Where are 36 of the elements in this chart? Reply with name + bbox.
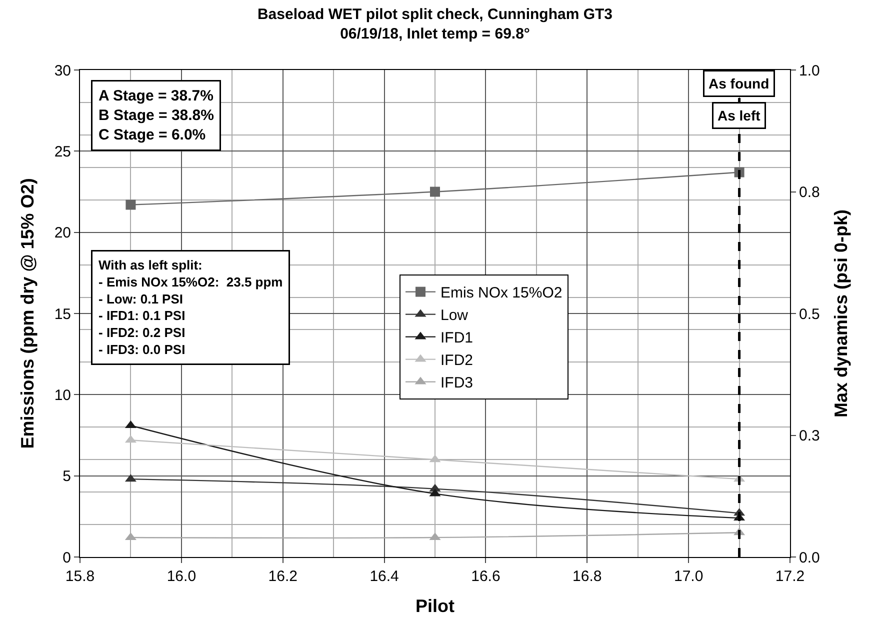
legend-label: IFD3 <box>440 374 474 392</box>
annotation: With as left split: - Emis NOx 15%O2: 23.5 ppm - Low: 0.1 PSI - IFD1: 0.1 PSI - IFD2: 0.2 PSI - IFD3: 0.0 PSI <box>98 258 283 357</box>
y-axis-title: Emissions (ppm dry @ 15% O2) <box>18 178 38 449</box>
y2-axis-title: Max dynamics (psi 0-pk) <box>830 209 851 418</box>
y2-tick-label: 0.0 <box>799 549 820 566</box>
x-tick-label: 15.8 <box>65 568 95 585</box>
y-tick-label: 5 <box>62 468 71 486</box>
chart-title: Baseload WET pilot split check, Cunningham GT3 <box>257 6 613 23</box>
x-axis-title: Pilot <box>416 596 455 616</box>
annotation: As left <box>718 108 761 124</box>
y-tick-label: 20 <box>54 224 71 242</box>
x-tick-label: 16.2 <box>268 568 298 585</box>
chart-subtitle: 06/19/18, Inlet temp = 69.8° <box>340 25 530 42</box>
y2-tick-label: 0.5 <box>799 306 820 323</box>
point <box>126 200 136 210</box>
x-tick-label: 16.8 <box>572 568 602 585</box>
y2-tick-label: 1.0 <box>799 62 820 80</box>
y2-tick-label: 0.8 <box>799 184 820 201</box>
legend-label: Emis NOx 15%O2 <box>440 284 562 302</box>
legend-label: Low <box>440 307 468 324</box>
y-tick-label: 15 <box>54 306 71 323</box>
point <box>430 186 440 197</box>
x-tick-label: 16.6 <box>471 568 500 585</box>
y-tick-label: 0 <box>62 549 71 566</box>
y2-tick-label: 0.3 <box>799 428 820 444</box>
x-tick-label: 17.2 <box>775 568 805 585</box>
y-tick-label: 25 <box>54 143 71 160</box>
legend-label: IFD2 <box>440 352 474 370</box>
ref-line-label: As found <box>708 76 770 92</box>
x-tick-label: 16.4 <box>370 568 399 585</box>
x-tick-label: 16.0 <box>166 568 196 585</box>
x-tick-label: 17.0 <box>674 568 704 585</box>
y-tick-label: 10 <box>54 386 71 404</box>
y-tick-label: 30 <box>54 62 71 80</box>
legend-label: IFD1 <box>440 330 474 347</box>
annotation: A Stage = 38.7% B Stage = 38.8% C Stage = 6.0% <box>98 88 214 144</box>
